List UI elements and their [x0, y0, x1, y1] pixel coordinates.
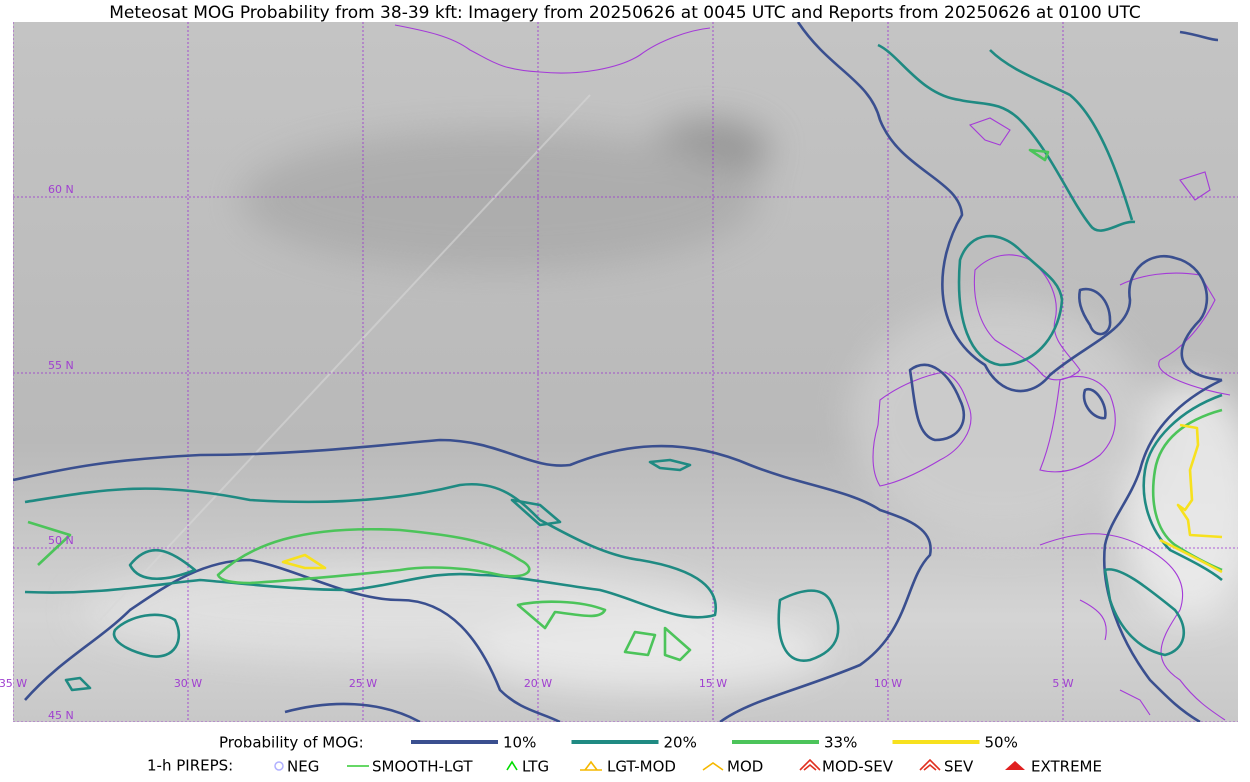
pirep-title: 1-h PIREPS: [147, 757, 233, 775]
graticule [13, 22, 1238, 722]
pirep-label: NEG [287, 758, 319, 776]
pirep-icon [702, 762, 724, 771]
lon-label: 35 W [0, 677, 27, 690]
pirep-label: LGT-MOD [607, 758, 676, 776]
legend-title: Probability of MOG: [219, 734, 364, 752]
lat-label: 60 N [48, 183, 74, 196]
pirep-icon [580, 760, 602, 771]
legend-label: 33% [824, 734, 857, 752]
pirep-label: SMOOTH-LGT [372, 758, 473, 776]
legend-label: 20% [664, 734, 697, 752]
pirep-label: EXTREME [1031, 758, 1102, 776]
map-area [13, 22, 1238, 722]
pirep-icon [919, 758, 941, 771]
pirep-label: MOD [727, 758, 763, 776]
legend-label: 50% [985, 734, 1018, 752]
pirep-icon [274, 761, 284, 771]
lon-label: 5 W [1052, 677, 1073, 690]
pirep-icon [799, 758, 821, 771]
lon-label: 30 W [174, 677, 202, 690]
lon-label: 10 W [874, 677, 902, 690]
legend: Probability of MOG: 10% 20% 33% 50% 1-h PIREP… [147, 734, 1102, 776]
pirep-label: LTG [522, 758, 549, 776]
lon-label: 25 W [349, 677, 377, 690]
pirep-icon [506, 760, 518, 771]
pirep-label: SEV [944, 758, 974, 776]
lat-label: 55 N [48, 359, 74, 372]
title: Meteosat MOG Probability from 38-39 kft:… [109, 3, 1141, 23]
lon-label: 15 W [699, 677, 727, 690]
coastlines [394, 24, 1231, 721]
lon-label: 20 W [524, 677, 552, 690]
lat-label: 50 N [48, 534, 74, 547]
legend-label: 10% [503, 734, 536, 752]
contours [13, 22, 1223, 722]
lat-label: 45 N [48, 709, 74, 722]
pirep-label: MOD-SEV [822, 758, 894, 776]
pirep-icon [1005, 761, 1025, 770]
grid-labels: 60 N 55 N 50 N 45 N 35 W 30 W 25 W 20 W 15 W 10 W… [0, 183, 1074, 722]
